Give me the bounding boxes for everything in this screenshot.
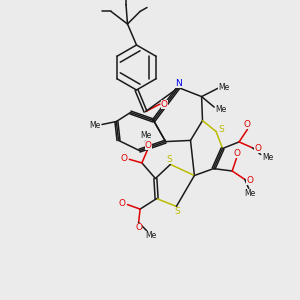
Text: O: O [254,144,261,153]
Text: O: O [145,141,152,150]
Text: S: S [218,125,224,134]
Text: Me: Me [215,105,227,114]
Text: S: S [174,207,180,216]
Text: O: O [118,199,126,208]
Text: Me: Me [262,153,273,162]
Text: S: S [166,154,172,164]
Text: O: O [161,100,168,109]
Text: Me: Me [145,231,156,240]
Text: O: O [244,120,251,129]
Text: Me: Me [218,83,230,92]
Text: O: O [246,176,253,185]
Text: O: O [135,223,142,232]
Text: Me: Me [140,131,151,140]
Text: N: N [175,79,182,88]
Text: Me: Me [244,189,255,198]
Text: O: O [120,154,128,163]
Text: O: O [233,148,240,158]
Text: Me: Me [89,121,100,130]
